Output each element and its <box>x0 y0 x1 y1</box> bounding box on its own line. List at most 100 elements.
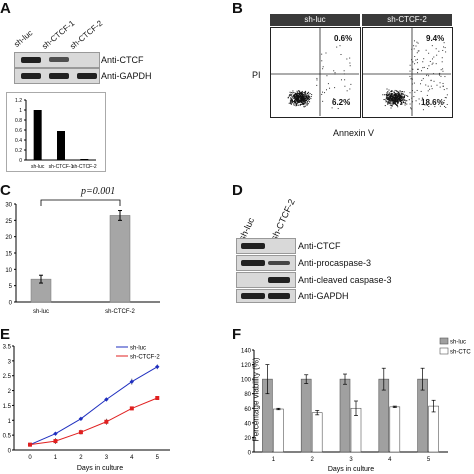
event-dot <box>433 56 435 58</box>
event-dot <box>298 101 300 103</box>
event-dot <box>402 101 404 103</box>
x-tick-label: 4 <box>388 457 392 463</box>
data-point <box>78 416 84 421</box>
event-dot <box>404 104 406 106</box>
event-dot <box>300 95 302 97</box>
event-dot <box>294 101 296 103</box>
event-dot <box>331 107 333 109</box>
y-tick-label: 140 <box>241 349 252 355</box>
event-dot <box>420 90 422 92</box>
event-dot <box>392 102 394 104</box>
event-dot <box>303 94 305 96</box>
event-dot <box>402 99 404 101</box>
event-dot <box>295 95 297 97</box>
event-dot <box>296 103 298 105</box>
event-dot <box>293 97 295 99</box>
significance-bracket <box>40 199 121 206</box>
event-dot <box>292 90 294 92</box>
series-line <box>29 397 158 446</box>
y-tick-label: 120 <box>241 363 252 369</box>
event-dot <box>295 98 297 100</box>
event-dot <box>290 97 292 99</box>
event-dot <box>416 89 418 91</box>
event-dot <box>423 66 425 68</box>
event-dot <box>305 103 307 105</box>
bar <box>339 378 351 453</box>
event-dot <box>340 79 342 81</box>
event-dot <box>397 99 399 101</box>
event-dot <box>306 95 308 97</box>
event-dot <box>427 90 429 92</box>
event-dot <box>296 92 298 94</box>
event-dot <box>292 102 294 104</box>
event-dot <box>426 94 428 96</box>
event-dot <box>302 103 304 105</box>
event-dot <box>302 102 304 104</box>
event-dot <box>298 101 300 103</box>
event-dot <box>412 61 414 63</box>
event-dot <box>301 97 303 99</box>
event-dot <box>294 95 296 97</box>
x-tick-label: 0 <box>28 455 32 461</box>
event-dot <box>439 105 441 107</box>
event-dot <box>298 95 300 97</box>
bar <box>300 378 312 453</box>
event-dot <box>296 97 298 99</box>
event-dot <box>346 90 348 92</box>
event-dot <box>290 100 292 102</box>
event-dot <box>294 99 296 101</box>
event-dot <box>385 94 387 96</box>
event-dot <box>431 88 433 90</box>
event-dot <box>348 98 350 100</box>
y-tick-label: 0 <box>19 158 22 164</box>
event-dot <box>396 100 398 102</box>
event-dot <box>404 102 406 104</box>
event-dot <box>295 95 297 97</box>
blot-label: Anti-cleaved caspase-3 <box>298 275 392 285</box>
event-dot <box>428 65 430 67</box>
event-dot <box>418 103 420 105</box>
event-dot <box>290 98 292 100</box>
event-dot <box>340 54 342 56</box>
event-dot <box>302 100 304 102</box>
event-dot <box>416 58 418 60</box>
event-dot <box>395 97 397 99</box>
event-dot <box>442 70 444 72</box>
event-dot <box>307 92 309 94</box>
blot-label: Anti-GAPDH <box>101 71 152 81</box>
event-dot <box>296 98 298 100</box>
event-dot <box>399 93 401 95</box>
event-dot <box>390 97 392 99</box>
legend-swatch <box>439 347 449 355</box>
event-dot <box>295 103 297 105</box>
event-dot <box>389 104 391 106</box>
event-dot <box>300 94 302 96</box>
event-dot <box>426 74 428 76</box>
event-dot <box>300 91 302 93</box>
event-dot <box>303 93 305 95</box>
event-dot <box>397 97 399 99</box>
event-dot <box>309 93 311 95</box>
y-tick-label: 40 <box>244 421 251 427</box>
event-dot <box>297 104 299 106</box>
event-dot <box>297 93 299 95</box>
event-dot <box>386 98 388 100</box>
event-dot <box>391 98 393 100</box>
data-point <box>53 439 58 444</box>
event-dot <box>401 102 403 104</box>
event-dot <box>301 95 303 97</box>
event-dot <box>308 91 310 93</box>
event-dot <box>289 99 291 101</box>
event-dot <box>298 99 300 101</box>
event-dot <box>411 78 413 80</box>
event-dot <box>401 96 403 98</box>
event-dot <box>300 101 302 103</box>
event-dot <box>299 100 301 102</box>
data-point <box>155 396 160 400</box>
legend-label: sh-CTC <box>450 350 471 356</box>
event-dot <box>427 73 429 75</box>
blot-ctcf <box>14 52 100 68</box>
